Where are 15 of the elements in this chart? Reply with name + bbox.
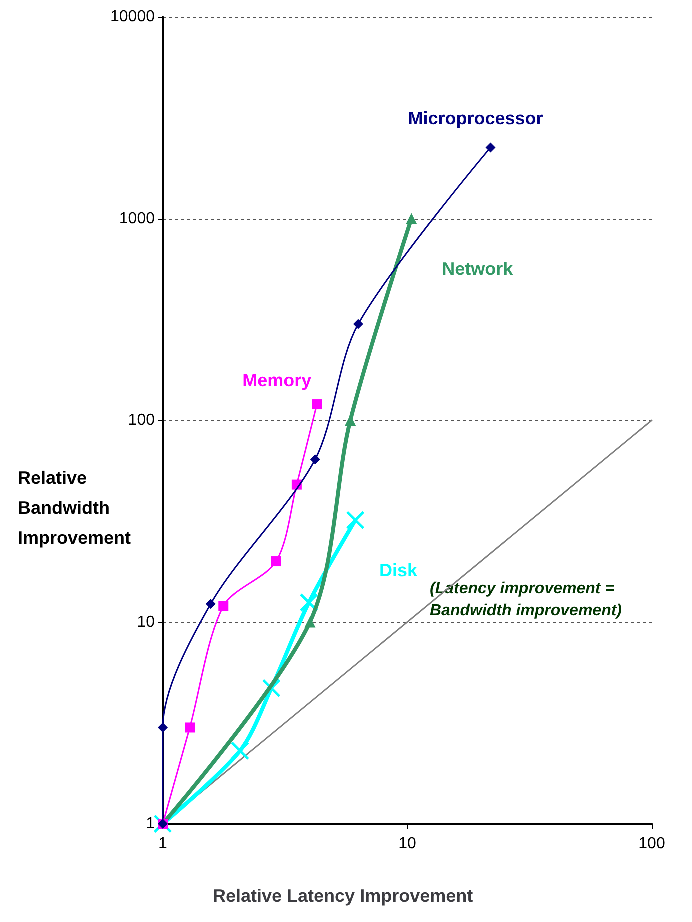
y-tick-label: 100: [128, 412, 156, 429]
series-label: Disk: [380, 560, 419, 580]
y-tick-label: 1: [146, 816, 156, 832]
text: Network: [442, 258, 514, 279]
x-tick-label: 10: [398, 836, 416, 852]
annotation: (Latency improvement = Bandwidth improvement): [430, 580, 622, 620]
y-tick-label: 10000: [110, 8, 156, 26]
x-tick-label: 1: [158, 836, 168, 852]
x-axis-title: Relative Latency Improvement: [213, 886, 474, 906]
series-label: Microprocessor: [408, 108, 544, 129]
series-label: Memory: [242, 370, 312, 391]
y-axis-title: Relative Bandwidth Improvement: [18, 468, 132, 548]
x-tick-label: 100: [638, 836, 666, 852]
y-tick-label: 10: [137, 614, 156, 631]
y-tick-label: 1000: [119, 210, 156, 228]
